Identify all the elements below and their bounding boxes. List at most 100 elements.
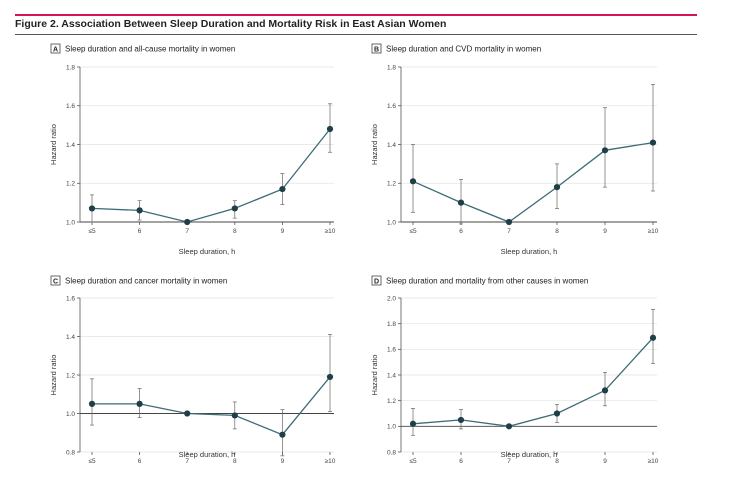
data-point bbox=[279, 185, 286, 193]
y-axis-label: Hazard ratio bbox=[370, 355, 379, 396]
data-point bbox=[649, 139, 657, 146]
panel-label: D bbox=[374, 279, 379, 286]
panel-title: Sleep duration and all-cause mortality i… bbox=[65, 45, 235, 54]
x-axis-label: Sleep duration, h bbox=[179, 450, 236, 459]
title-divider bbox=[15, 34, 697, 35]
y-tick-label: 1.4 bbox=[66, 142, 75, 149]
panel-title: Sleep duration and cancer mortality in w… bbox=[65, 277, 227, 286]
x-axis-label: Sleep duration, h bbox=[501, 450, 558, 459]
panel-title: Sleep duration and mortality from other … bbox=[386, 277, 588, 286]
data-point bbox=[409, 178, 417, 185]
y-axis-label: Hazard ratio bbox=[49, 124, 58, 165]
data-point bbox=[184, 218, 191, 226]
x-tick-label: 8 bbox=[233, 458, 237, 465]
y-tick-label: 1.6 bbox=[66, 295, 75, 302]
y-tick-label: 1.4 bbox=[387, 372, 396, 379]
y-tick-label: 1.2 bbox=[66, 372, 75, 379]
y-tick-label: 1.2 bbox=[387, 181, 396, 188]
data-point bbox=[553, 184, 561, 191]
x-tick-label: 7 bbox=[185, 458, 189, 465]
x-tick-label: ≥10 bbox=[648, 458, 659, 465]
data-point bbox=[326, 373, 334, 381]
x-tick-label: 9 bbox=[603, 228, 607, 235]
y-tick-label: 1.0 bbox=[387, 219, 396, 226]
x-tick-label: 6 bbox=[138, 228, 142, 235]
data-point bbox=[505, 423, 513, 430]
x-axis-label: Sleep duration, h bbox=[501, 247, 558, 256]
data-point bbox=[231, 205, 238, 212]
x-tick-label: 8 bbox=[555, 458, 559, 465]
x-tick-label: ≥10 bbox=[325, 228, 336, 235]
y-tick-label: 1.0 bbox=[387, 424, 396, 431]
data-point bbox=[88, 205, 96, 212]
panel-title: Sleep duration and CVD mortality in wome… bbox=[386, 45, 541, 54]
x-tick-label: 6 bbox=[459, 458, 463, 465]
data-point bbox=[136, 400, 143, 407]
y-tick-label: 1.4 bbox=[66, 334, 75, 341]
x-tick-label: ≥10 bbox=[648, 228, 659, 235]
panel-d: D Sleep duration and mortality from other… bbox=[370, 275, 659, 465]
x-tick-label: 9 bbox=[281, 458, 285, 465]
y-tick-label: 1.6 bbox=[387, 103, 396, 110]
x-tick-label: 8 bbox=[555, 228, 559, 235]
x-tick-label: 8 bbox=[233, 228, 237, 235]
x-tick-label: 7 bbox=[185, 228, 189, 235]
y-axis-label: Hazard ratio bbox=[49, 355, 58, 396]
x-tick-label: 6 bbox=[459, 228, 463, 235]
x-tick-label: ≤5 bbox=[409, 458, 417, 465]
panel-label-box bbox=[50, 43, 61, 54]
x-tick-label: ≤5 bbox=[409, 228, 417, 235]
y-tick-label: 0.8 bbox=[387, 449, 396, 456]
series-line bbox=[412, 337, 654, 427]
panel-c: C Sleep duration and cancer mortality in … bbox=[49, 275, 336, 465]
x-tick-label: 7 bbox=[507, 458, 511, 465]
y-tick-label: 1.6 bbox=[387, 347, 396, 354]
data-point bbox=[409, 420, 417, 427]
y-tick-label: 1.6 bbox=[66, 103, 75, 110]
x-tick-label: 9 bbox=[281, 228, 285, 235]
data-point bbox=[326, 125, 334, 133]
accent-rule bbox=[15, 14, 697, 16]
x-axis-label: Sleep duration, h bbox=[179, 247, 236, 256]
data-point bbox=[457, 199, 465, 206]
x-tick-label: 9 bbox=[603, 458, 607, 465]
y-tick-label: 1.0 bbox=[66, 219, 75, 226]
x-tick-label: ≤5 bbox=[88, 228, 96, 235]
panel-label: A bbox=[53, 47, 58, 54]
y-tick-label: 1.8 bbox=[66, 64, 75, 71]
figure-title: Figure 2. Association Between Sleep Dura… bbox=[15, 18, 447, 30]
data-point bbox=[553, 410, 561, 417]
data-point bbox=[136, 207, 143, 214]
data-point bbox=[279, 431, 286, 438]
y-tick-label: 1.8 bbox=[387, 321, 396, 328]
series-line bbox=[92, 376, 331, 436]
y-tick-label: 2.0 bbox=[387, 295, 396, 302]
data-point bbox=[88, 400, 96, 407]
data-point bbox=[231, 412, 238, 419]
panel-label-box bbox=[50, 275, 61, 286]
y-tick-label: 0.8 bbox=[66, 449, 75, 456]
data-point bbox=[184, 410, 191, 417]
series-line bbox=[412, 141, 654, 223]
panel-b: B Sleep duration and CVD mortality in wom… bbox=[370, 43, 659, 256]
data-point bbox=[649, 334, 657, 341]
data-point bbox=[601, 387, 609, 394]
data-point bbox=[457, 416, 465, 424]
data-point bbox=[505, 218, 513, 226]
y-tick-label: 1.2 bbox=[387, 398, 396, 405]
x-tick-label: ≤5 bbox=[88, 458, 96, 465]
x-tick-label: 7 bbox=[507, 228, 511, 235]
panel-a: A Sleep duration and all-cause mortality … bbox=[49, 43, 336, 256]
y-tick-label: 1.8 bbox=[387, 64, 396, 71]
data-point bbox=[601, 147, 609, 154]
y-tick-label: 1.2 bbox=[66, 181, 75, 188]
y-tick-label: 1.0 bbox=[66, 411, 75, 418]
panel-label-box bbox=[371, 43, 382, 54]
panel-label-box bbox=[371, 275, 382, 286]
y-axis-label: Hazard ratio bbox=[370, 124, 379, 165]
series-line bbox=[91, 128, 331, 223]
x-tick-label: 6 bbox=[138, 458, 142, 465]
y-tick-label: 1.4 bbox=[387, 142, 396, 149]
panel-label: B bbox=[374, 47, 379, 54]
